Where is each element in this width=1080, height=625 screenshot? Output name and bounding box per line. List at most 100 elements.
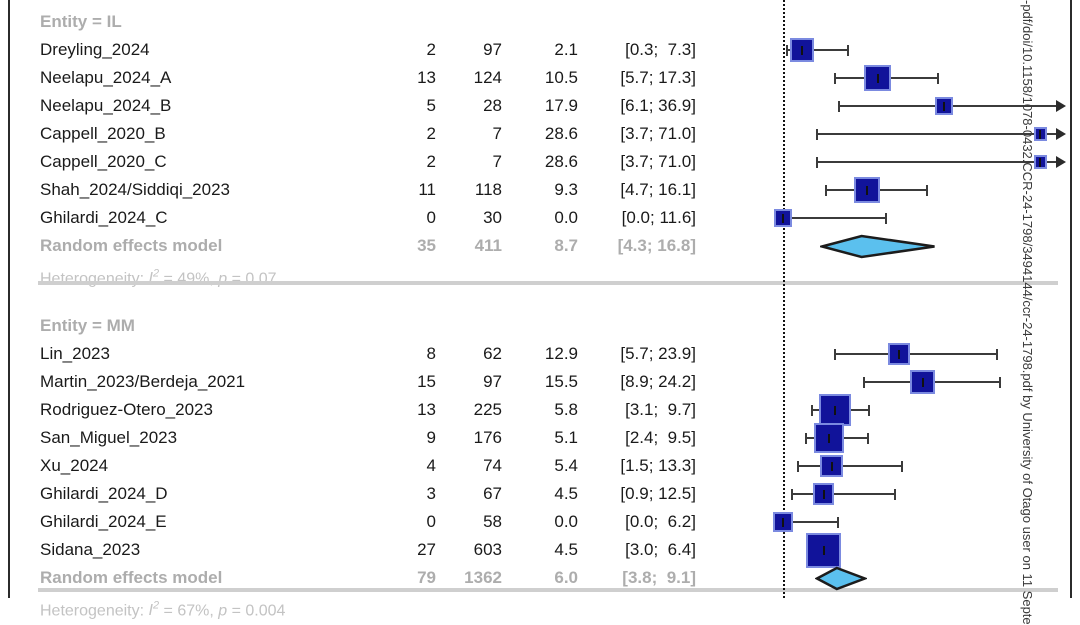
study-label: Cappell_2020_B (40, 124, 166, 143)
confidence-interval-value: [0.9; 12.5] (620, 484, 696, 503)
summary-total-value: 1362 (464, 568, 502, 587)
summary-estimate-value: 6.0 (554, 568, 578, 587)
confidence-interval-line (834, 353, 999, 355)
estimate-value: 0.0 (554, 208, 578, 227)
total-value: 603 (473, 540, 502, 559)
table-row: Dreyling_2024 2 97 2.1 [0.3; 7.3] (0, 36, 1070, 64)
group-header-row: Entity = MM (0, 312, 1070, 340)
confidence-interval-cap-left (810, 404, 813, 416)
confidence-interval-line (783, 217, 888, 219)
study-label: Ghilardi_2024_C (40, 208, 168, 227)
events-value: 15 (417, 372, 436, 391)
table-row: Rodriguez-Otero_2023 13 225 5.8 [3.1; 9.7] (0, 396, 1070, 424)
confidence-interval-arrow (1056, 156, 1066, 168)
confidence-interval-cap-left (834, 348, 837, 360)
study-label: Rodriguez-Otero_2023 (40, 400, 213, 419)
table-row: Neelapu_2024_B 5 28 17.9 [6.1; 36.9] (0, 92, 1070, 120)
confidence-interval-cap-left (785, 44, 788, 56)
confidence-interval-cap-right (836, 516, 839, 528)
confidence-interval-value: [8.9; 24.2] (620, 372, 696, 391)
study-point-estimate-tick (827, 433, 830, 443)
study-label: Neelapu_2024_A (40, 68, 172, 87)
confidence-interval-value: [3.7; 71.0] (620, 124, 696, 143)
study-label: San_Miguel_2023 (40, 428, 178, 447)
study-point-estimate-tick (782, 213, 784, 223)
study-label: Sidana_2023 (40, 540, 141, 559)
study-point-estimate-tick (830, 461, 833, 471)
study-point-estimate-tick (822, 489, 825, 499)
study-label: Neelapu_2024_B (40, 96, 172, 115)
confidence-interval-line (791, 493, 896, 495)
estimate-value: 5.8 (554, 400, 578, 419)
confidence-interval-cap-right (885, 212, 888, 224)
table-row: San_Miguel_2023 9 176 5.1 [2.4; 9.5] (0, 424, 1070, 452)
study-point-estimate-tick (943, 101, 946, 111)
events-value: 5 (426, 96, 436, 115)
table-row: Ghilardi_2024_C 0 30 0.0 [0.0; 11.6] (0, 204, 1070, 232)
total-value: 97 (483, 40, 502, 59)
table-row: Cappell_2020_C 2 7 28.6 [3.7; 71.0] (0, 148, 1070, 176)
summary-confidence-interval-value: [3.8; 9.1] (622, 568, 696, 587)
events-value: 0 (426, 512, 436, 531)
confidence-interval-cap-right (900, 460, 903, 472)
total-value: 7 (492, 152, 502, 171)
estimate-value: 10.5 (544, 68, 578, 87)
group-separator-top (38, 281, 1058, 285)
study-point-estimate-tick (865, 185, 868, 195)
confidence-interval-cap-left (804, 432, 807, 444)
summary-row: Random effects model 35 411 8.7 [4.3; 16.8] (0, 232, 1070, 260)
confidence-interval-cap-left (834, 72, 837, 84)
summary-confidence-interval-value: [4.3; 16.8] (617, 236, 696, 255)
estimate-value: 17.9 (544, 96, 578, 115)
total-value: 28 (483, 96, 502, 115)
confidence-interval-value: [2.4; 9.5] (625, 428, 696, 447)
table-row: Martin_2023/Berdeja_2021 15 97 15.5 [8.9; 24… (0, 368, 1070, 396)
table-row: Lin_2023 8 62 12.9 [5.7; 23.9] (0, 340, 1070, 368)
estimate-value: 9.3 (554, 180, 578, 199)
events-value: 27 (417, 540, 436, 559)
page-right-border (1070, 0, 1072, 598)
total-value: 67 (483, 484, 502, 503)
total-value: 58 (483, 512, 502, 531)
events-value: 11 (418, 180, 436, 199)
events-value: 0 (426, 208, 436, 227)
estimate-value: 4.5 (554, 540, 578, 559)
confidence-interval-cap-left (816, 156, 819, 168)
confidence-interval-cap-right (996, 348, 999, 360)
group-header-label: Entity = MM (40, 316, 135, 335)
summary-diamond (819, 234, 935, 258)
study-point-estimate-tick (834, 405, 837, 415)
events-value: 2 (426, 124, 436, 143)
total-value: 30 (483, 208, 502, 227)
study-point-estimate-tick (1039, 157, 1042, 167)
table-row: Sidana_2023 27 603 4.5 [3.0; 6.4] (0, 536, 1070, 564)
estimate-value: 15.5 (544, 372, 578, 391)
total-value: 124 (473, 68, 502, 87)
estimate-value: 28.6 (544, 152, 578, 171)
study-label: Cappell_2020_C (40, 152, 167, 171)
study-label: Xu_2024 (40, 456, 109, 475)
confidence-interval-arrow (1056, 100, 1066, 112)
journal-margin-note: -pdf/doi/10.1158/1078-0432.CCR-24-1798/3… (1020, 0, 1035, 625)
study-marker-box (910, 369, 935, 395)
confidence-interval-value: [3.0; 6.4] (625, 540, 696, 559)
confidence-interval-value: [0.0; 11.6] (621, 208, 696, 227)
events-value: 8 (426, 344, 436, 363)
confidence-interval-cap-right (998, 376, 1001, 388)
summary-events-value: 35 (417, 236, 436, 255)
study-label: Lin_2023 (40, 344, 110, 363)
table-row: Ghilardi_2024_E 0 58 0.0 [0.0; 6.2] (0, 508, 1070, 536)
summary-diamond (815, 566, 867, 590)
estimate-value: 12.9 (544, 344, 578, 363)
page-left-border (8, 0, 10, 598)
confidence-interval-cap-left (816, 128, 819, 140)
study-label: Ghilardi_2024_D (40, 484, 168, 503)
summary-total-value: 411 (474, 236, 502, 255)
confidence-interval-value: [3.1; 9.7] (625, 400, 696, 419)
confidence-interval-value: [0.0; 6.2] (625, 512, 696, 531)
confidence-interval-line (783, 521, 839, 523)
summary-label: Random effects model (40, 236, 223, 255)
confidence-interval-line (816, 161, 1056, 163)
study-marker-box (819, 393, 852, 427)
confidence-interval-value: [1.5; 13.3] (620, 456, 696, 475)
